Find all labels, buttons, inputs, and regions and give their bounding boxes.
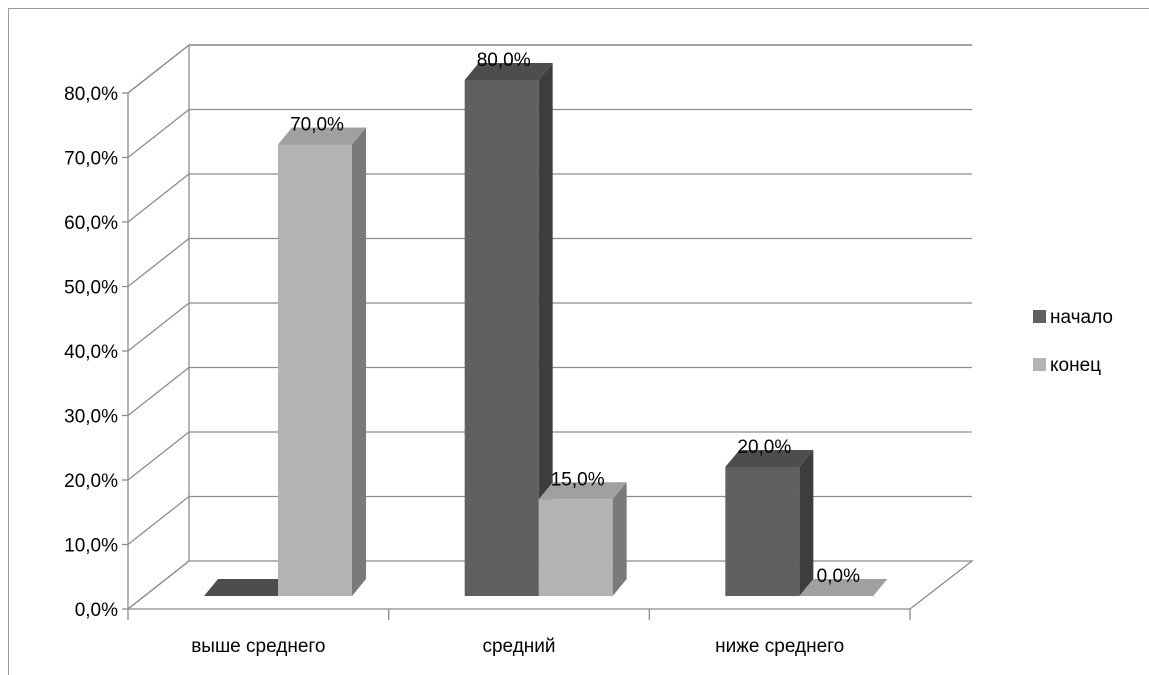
y-tick-label: 30,0% (64, 407, 118, 428)
wall-line (127, 44, 190, 94)
bar-top (725, 450, 814, 467)
legend-swatch (1033, 358, 1046, 371)
data-label: 70,0% (290, 115, 344, 136)
y-tick-label: 10,0% (64, 536, 118, 557)
bar-top (799, 579, 888, 596)
bar-side (538, 63, 553, 596)
gridlines (127, 44, 974, 610)
wall-line (127, 431, 190, 481)
y-tick-label: 20,0% (64, 471, 118, 492)
bar-front (464, 80, 539, 596)
bar[interactable] (464, 63, 553, 596)
bar-front (725, 467, 800, 596)
data-label: 80,0% (477, 50, 531, 71)
y-tick-label: 60,0% (64, 213, 118, 234)
bar-front (538, 499, 613, 596)
y-tick-label: 50,0% (64, 278, 118, 299)
legend[interactable]: начало конец (1033, 307, 1113, 376)
bar-top (464, 63, 553, 80)
data-label: 0,0% (817, 566, 860, 587)
legend-item[interactable]: конец (1033, 355, 1101, 376)
bar[interactable] (278, 127, 366, 597)
bar-top (278, 127, 366, 145)
bar[interactable] (799, 579, 888, 596)
data-label: 20,0% (737, 437, 791, 458)
bars (204, 63, 888, 597)
data-labels: 70,0% 80,0% 15,0% 20,0% 0,0% (290, 50, 860, 587)
bar-top (204, 579, 292, 596)
data-label: 15,0% (551, 469, 605, 490)
y-tick-label: 70,0% (64, 149, 118, 170)
axes: 0,0% 10,0% 20,0% 30,0% 40,0% 50,0% 60,0% 70,0% 8… (64, 84, 911, 657)
legend-label: конец (1050, 355, 1101, 376)
wall-line (127, 108, 190, 159)
bar[interactable] (725, 450, 814, 596)
y-tick-label: 0,0% (75, 600, 118, 621)
wall-line (127, 237, 190, 288)
wall-line (127, 302, 190, 352)
wall-line (127, 173, 190, 223)
legend-label: начало (1050, 307, 1113, 328)
bar-side (612, 482, 627, 596)
y-tick-label: 40,0% (64, 342, 118, 363)
bar-side (352, 127, 366, 596)
bar-top (538, 482, 627, 500)
bar-side (799, 450, 814, 596)
bar[interactable] (538, 482, 627, 596)
chart-area (8, 8, 1149, 675)
x-tick-label: выше среднего (191, 636, 325, 657)
legend-swatch (1033, 310, 1046, 323)
x-tick-label: ниже среднего (715, 636, 844, 657)
y-tick-label: 80,0% (64, 84, 118, 105)
wall-line (127, 366, 190, 417)
bar[interactable] (204, 579, 292, 596)
bar-front (278, 144, 352, 596)
x-tick-label: средний (482, 636, 555, 657)
wall-line (127, 495, 190, 546)
legend-item[interactable]: начало (1033, 307, 1113, 328)
